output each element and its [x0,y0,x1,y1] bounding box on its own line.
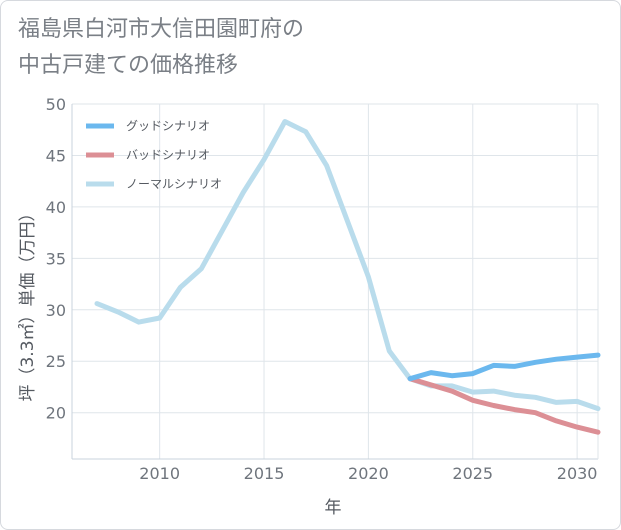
x-tick-label-2010: 2010 [139,464,180,483]
y-tick-label-20: 20 [46,404,66,423]
y-tick-label-30: 30 [46,301,66,320]
series-layer [94,119,601,435]
x-tick-labels: 2010 2015 2020 2025 2030 [139,464,597,483]
x-tick-label-2020: 2020 [348,464,389,483]
x-tick-label-2030: 2030 [557,464,598,483]
chart-title-line2: 中古戸建ての価格推移 [18,53,239,78]
series-line-バッドシナリオ [407,376,601,435]
y-tick-labels: 20 25 30 35 40 45 50 [46,95,66,423]
y-tick-label-40: 40 [46,198,66,217]
x-tick-label-2015: 2015 [244,464,285,483]
y-tick-label-50: 50 [46,95,66,114]
y-tick-label-35: 35 [46,249,66,268]
x-axis-label: 年 [325,498,342,518]
chart-title-line1: 福島県白河市大信田園町府の [18,17,305,42]
y-tick-label-45: 45 [46,146,66,165]
grid-lines [72,103,598,459]
y-axis-label: 坪（3.3㎡）単価（万円） [18,204,38,401]
legend-label-ノーマルシナリオ: ノーマルシナリオ [126,177,222,191]
series-line-ノーマルシナリオ [94,119,601,412]
legend-label-バッドシナリオ: バッドシナリオ [126,148,210,162]
series-line-グッドシナリオ [407,352,601,382]
x-tick-label-2025: 2025 [452,464,493,483]
legend-label-グッドシナリオ: グッドシナリオ [126,119,210,133]
plot-border [71,104,599,460]
y-tick-label-25: 25 [46,352,66,371]
chart-title: 福島県白河市大信田園町府の 中古戸建ての価格推移 [18,12,438,84]
